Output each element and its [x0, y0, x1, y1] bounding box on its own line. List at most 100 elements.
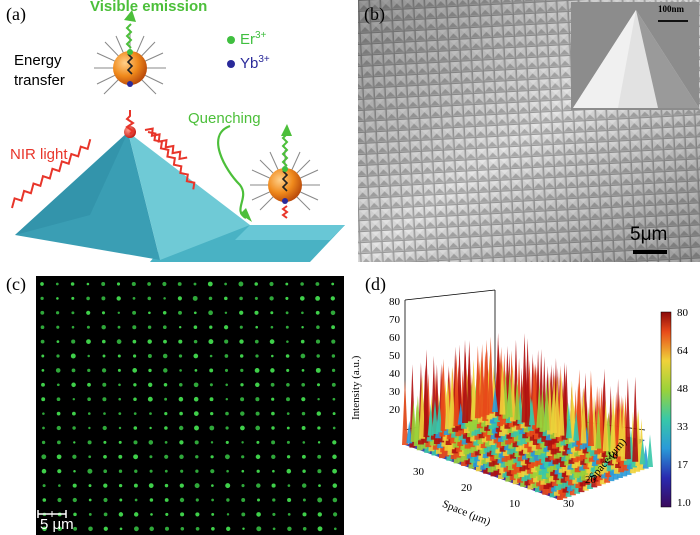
fluorescent-spot — [117, 368, 121, 372]
intensity-spike — [423, 349, 430, 438]
fluorescent-spot — [72, 426, 76, 430]
substrate-top — [235, 225, 345, 240]
intensity-spike — [436, 400, 443, 433]
fluorescent-spot — [194, 425, 199, 431]
fluorescent-spot — [256, 526, 262, 532]
fluorescent-spot — [41, 468, 47, 474]
fluorescent-spot — [223, 325, 229, 330]
fluorescent-spot — [103, 497, 108, 503]
fluorescent-spot — [285, 325, 289, 329]
fluorescent-spot — [133, 483, 138, 488]
fluorescent-spot — [147, 396, 153, 402]
scale-bar-label: 5μm — [630, 224, 668, 245]
fluorescent-spot — [286, 426, 290, 430]
intensity-spike — [440, 358, 447, 431]
nir-wave-right — [144, 127, 188, 161]
fluorescent-spot — [315, 296, 320, 301]
z-tick-label: 40 — [389, 368, 400, 380]
fluorescent-spot — [72, 497, 77, 503]
fluorescent-spot — [301, 311, 304, 315]
fluorescent-spot — [242, 527, 245, 531]
cb-tick-label: 1.0 — [677, 497, 691, 509]
nir-wave-right-2 — [147, 131, 196, 190]
intensity-spike — [647, 434, 653, 467]
fluorescent-spot — [193, 339, 198, 344]
fluorescent-spot — [102, 382, 107, 387]
fluorescent-spot — [56, 411, 61, 416]
fluorescent-spot — [301, 411, 306, 416]
fluorescence-image — [36, 276, 344, 535]
fluorescent-spot — [134, 498, 138, 502]
fluorescent-spot — [226, 526, 231, 531]
fluorescent-spot — [56, 454, 62, 460]
fluorescent-spot — [211, 484, 214, 487]
fluorescent-spot — [86, 282, 90, 286]
fluorescent-spot — [148, 311, 151, 315]
fluorescent-spot — [271, 411, 275, 416]
fluorescent-spot — [333, 527, 337, 531]
fluorescent-spot — [256, 512, 261, 517]
cb-tick-label: 33 — [677, 421, 688, 433]
fluorescent-spot — [87, 397, 91, 401]
fluorescent-spot — [147, 325, 152, 329]
fluorescent-spot — [194, 369, 198, 372]
fluorescent-spot — [103, 512, 108, 517]
fluorescent-spot — [254, 282, 258, 286]
fluorescent-spot — [195, 498, 199, 502]
fluorescent-spot — [71, 368, 76, 373]
cb-tick-label: 17 — [677, 459, 688, 471]
fluorescent-spot — [226, 469, 229, 473]
fluorescent-spot — [41, 382, 45, 387]
fluorescent-spot — [103, 412, 106, 415]
x-tick-label: 20 — [461, 482, 472, 494]
fluorescent-spot — [133, 512, 139, 517]
fluorescent-spot — [224, 282, 227, 286]
fluorescent-spot — [88, 455, 92, 459]
fluorescent-spot — [40, 310, 45, 315]
z-tick-label: 20 — [389, 404, 400, 416]
fluorescent-spot — [287, 484, 291, 487]
fluorescent-spot — [57, 469, 62, 474]
transfer-label: transfer — [14, 72, 65, 89]
fluorescent-spot — [179, 369, 182, 372]
fluorescent-spot — [300, 339, 305, 344]
fluorescent-spot — [193, 282, 197, 286]
fluorescent-spot — [119, 527, 123, 531]
sem-image — [358, 0, 700, 262]
fluorescent-spot — [133, 383, 137, 387]
fluorescent-spot — [162, 353, 168, 359]
fluorescent-spot — [178, 325, 182, 329]
intensity-spike — [419, 374, 426, 439]
fluorescent-spot — [332, 426, 336, 430]
z-tick-label: 60 — [389, 332, 400, 344]
emission-arrowhead — [124, 10, 136, 22]
fluorescent-spot — [71, 339, 76, 344]
fluorescent-spot — [87, 440, 92, 445]
fluorescent-spot — [195, 469, 199, 473]
fluorescent-spot — [240, 368, 244, 373]
fluorescent-spot — [225, 383, 228, 387]
quenching-arrow — [217, 124, 247, 219]
fluorescent-spot — [72, 411, 76, 416]
intensity-spike — [617, 401, 624, 457]
fluorescent-spot — [164, 454, 169, 459]
fluorescent-spot — [87, 368, 91, 373]
z-axis-label: Intensity (a.u.) — [350, 355, 362, 420]
z-tick-label: 50 — [389, 350, 400, 362]
fluorescent-spot — [240, 411, 245, 416]
fluorescent-spot — [179, 383, 183, 387]
panel-a: (a) — [0, 0, 345, 265]
fluorescent-spot — [133, 440, 138, 445]
fluorescent-spot — [332, 468, 337, 474]
fluorescent-spot — [103, 454, 107, 459]
fluorescent-spot — [317, 512, 322, 517]
fluorescent-spot — [73, 469, 76, 473]
fluorescent-spot — [285, 354, 290, 358]
fluorescent-spot — [180, 527, 185, 531]
fluorescent-spot — [133, 426, 138, 430]
fluorescent-spot — [57, 526, 63, 532]
fluorescent-spot — [119, 498, 123, 502]
intensity-spike — [474, 345, 481, 419]
fluorescent-spot — [118, 512, 124, 517]
fluorescent-spot — [317, 426, 321, 430]
